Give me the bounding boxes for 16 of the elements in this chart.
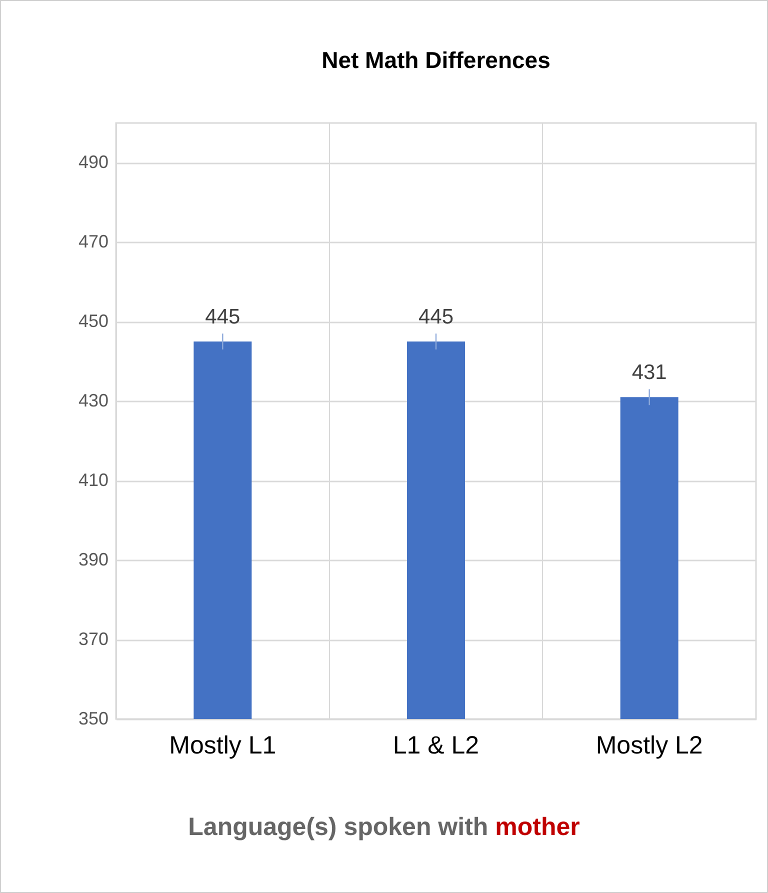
y-tick-label: 470: [78, 232, 108, 252]
chart-title: Net Math Differences: [322, 47, 550, 73]
x-axis-title: Language(s) spoken with mother: [187, 813, 581, 842]
y-tick-label: 410: [78, 470, 108, 490]
x-tick-label: Mostly L2: [596, 732, 703, 760]
y-tick-label: 490: [78, 152, 108, 172]
y-tick-label: 350: [78, 708, 108, 728]
data-label: 445: [205, 306, 240, 329]
x-tick-label: Mostly L1: [169, 732, 276, 760]
y-tick-label: 370: [78, 629, 108, 650]
data-label: 431: [632, 361, 667, 384]
x-tick-label: L1 & L2: [392, 732, 480, 760]
data-label: 445: [418, 306, 454, 329]
y-tick-label: 390: [78, 550, 108, 570]
y-tick-label: 450: [78, 311, 108, 332]
y-tick-label: 430: [78, 390, 108, 411]
